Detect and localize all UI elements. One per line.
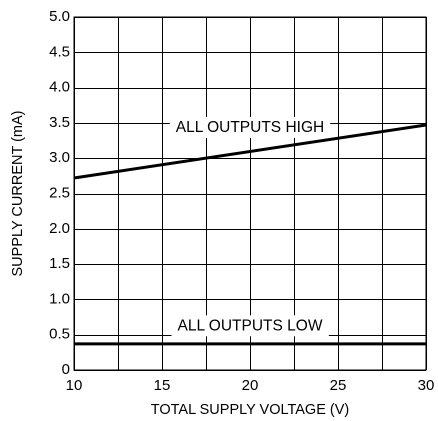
annotations: ALL OUTPUTS HIGH ALL OUTPUTS LOW	[169, 116, 331, 337]
x-tick-label: 15	[154, 377, 171, 394]
y-tick-label: 0	[62, 361, 70, 378]
y-tick-label: 4.0	[49, 79, 70, 96]
annotation-bg-1	[171, 315, 329, 337]
annotation-label-0: ALL OUTPUTS HIGH	[176, 119, 324, 136]
y-tick-label: 3.5	[49, 114, 70, 131]
y-tick-label: 1.0	[49, 290, 70, 307]
y-tick-label: 3.0	[49, 149, 70, 166]
x-tick-label: 10	[66, 377, 83, 394]
x-tick-label: 25	[330, 377, 347, 394]
plot-frame	[73, 16, 427, 371]
y-tick-label: 4.5	[49, 43, 70, 60]
x-axis-label: TOTAL SUPPLY VOLTAGE (V)	[151, 402, 350, 418]
annotation-bg-0	[169, 116, 331, 138]
y-tick-label: 5.0	[49, 8, 70, 25]
y-tick-label: 2.5	[49, 184, 70, 201]
y-tick-label: 0.5	[49, 326, 70, 343]
annotation-label-1: ALL OUTPUTS LOW	[178, 317, 323, 334]
x-tick-label: 20	[242, 377, 259, 394]
y-tick-label: 2.0	[49, 220, 70, 237]
y-axis-label: SUPPLY CURRENT (mA)	[10, 111, 26, 277]
series-line-0	[73, 123, 427, 180]
y-tick-label: 1.5	[49, 255, 70, 272]
x-tick-label: 30	[418, 377, 435, 394]
y-tick-labels: 0 0.5 1.0 1.5 2.0 2.5 3.0 3.5 4.0 4.5 5.0	[49, 8, 70, 378]
x-tick-labels: 10 15 20 25 30	[66, 377, 435, 394]
series-group	[73, 123, 427, 346]
